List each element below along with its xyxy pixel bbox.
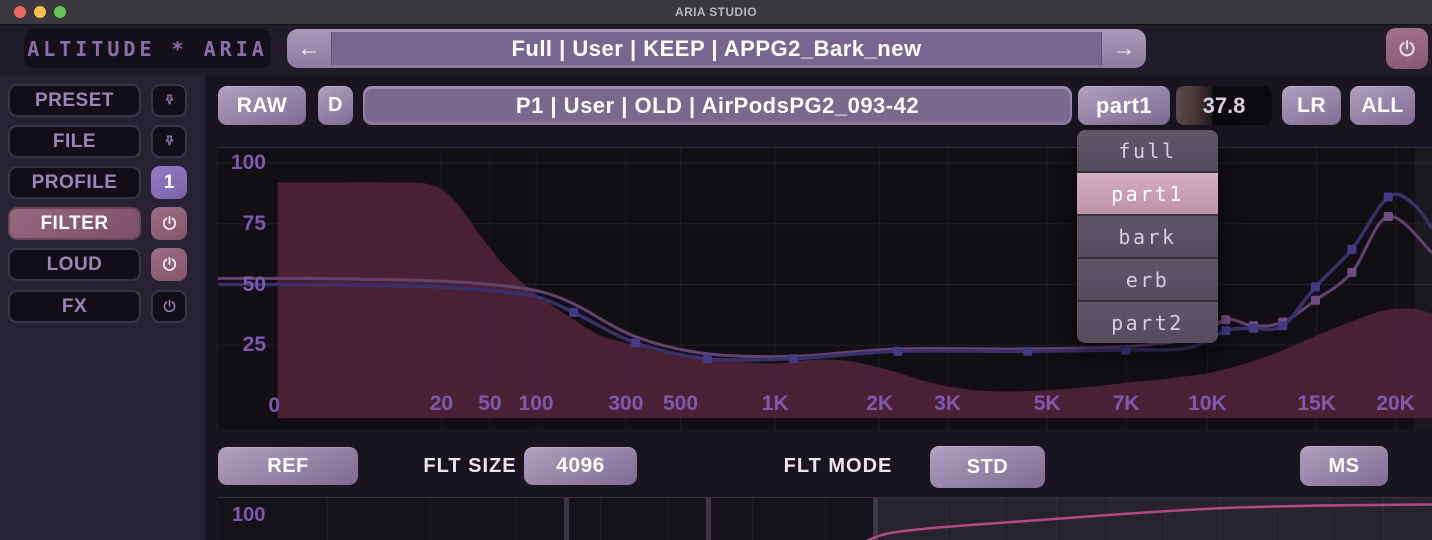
x-tick-label: 2K: [866, 392, 894, 415]
window-title: ARIA STUDIO: [675, 5, 757, 19]
band-divider: [872, 498, 878, 540]
lr-button[interactable]: LR: [1282, 86, 1341, 125]
grid-line: [667, 498, 669, 540]
preset-pin-button[interactable]: [151, 84, 187, 117]
grid-line: [1110, 498, 1112, 540]
y-tick-label: 100: [230, 151, 266, 174]
close-button[interactable]: [14, 6, 26, 18]
app-logo: ALTITUDE * ARIA: [24, 29, 271, 68]
grid-line: [1164, 498, 1166, 540]
power-icon: [163, 299, 175, 313]
preset-name-field[interactable]: Full | User | KEEP | APPG2_Bark_new: [331, 32, 1102, 65]
power-icon: [162, 215, 176, 230]
x-tick-label: 10K: [1188, 392, 1227, 415]
band-divider: [564, 498, 570, 540]
profile-name-field[interactable]: P1 | User | OLD | AirPodsPG2_093-42: [363, 86, 1072, 125]
secondary-chart: 100: [218, 497, 1432, 540]
y-tick-label: 25: [242, 333, 266, 357]
grid-line: [1383, 498, 1385, 540]
y-tick-label: 0: [268, 394, 280, 417]
analyzer-plot: [218, 148, 1432, 429]
dropdown-item-full[interactable]: full: [1077, 130, 1218, 171]
grid-line: [946, 498, 948, 540]
y-tick-label: 75: [242, 211, 266, 235]
grid-line: [1219, 498, 1221, 540]
flt-mode-label: FLT MODE: [783, 454, 893, 477]
dropdown-item-part1[interactable]: part1: [1077, 171, 1218, 214]
header: ALTITUDE * ARIA ← Full | User | KEEP | A…: [0, 25, 1432, 76]
zoom-button[interactable]: [54, 6, 66, 18]
grid-line: [515, 498, 517, 540]
band-weight-value: 37.8: [1202, 92, 1246, 118]
y-tick-label: 50: [242, 272, 266, 296]
preset-back-button[interactable]: ←: [297, 35, 321, 61]
file-pin-button[interactable]: [151, 125, 187, 158]
window-titlebar: ARIA STUDIO: [0, 0, 1432, 25]
sidebar-item-profile[interactable]: PROFILE: [8, 166, 141, 199]
minimize-button[interactable]: [34, 6, 46, 18]
raw-button[interactable]: RAW: [218, 86, 306, 125]
x-tick-label: 15K: [1297, 392, 1336, 415]
power-icon: [1399, 39, 1415, 56]
band-weight-meter-fill: [1176, 86, 1212, 125]
band-dropdown: full part1 bark erb part2: [1077, 130, 1218, 343]
secondary-plot: [865, 503, 1432, 540]
band-weight-field[interactable]: 37.8: [1176, 86, 1272, 125]
ms-button[interactable]: MS: [1300, 446, 1388, 486]
x-tick-label: 500: [663, 392, 699, 415]
analyzer-chart: 100 75 50 25 0 20 50 100 300 500 1K 2K 3K 5K 7K 10K 15K 2…: [218, 147, 1432, 429]
sidebar-item-file[interactable]: FILE: [8, 125, 141, 158]
grid-line: [752, 498, 754, 540]
x-tick-label: 50: [478, 392, 502, 415]
x-tick-label: 7K: [1112, 392, 1140, 415]
ref-button[interactable]: REF: [218, 447, 358, 485]
grid-line: [825, 498, 826, 540]
x-tick-label: 100: [518, 392, 554, 415]
grid-line: [430, 498, 432, 540]
grid-line: [600, 498, 602, 540]
grid-line: [1274, 498, 1276, 540]
x-tick-label: 1K: [761, 392, 789, 415]
flt-size-value-button[interactable]: 4096: [524, 447, 637, 485]
pin-icon: [165, 135, 173, 146]
grid-line: [327, 498, 329, 540]
secondary-chart-ylabel: 100: [232, 504, 266, 526]
sidebar-item-fx[interactable]: FX: [8, 290, 141, 323]
x-tick-label: 3K: [934, 392, 962, 415]
dropdown-item-bark[interactable]: bark: [1077, 214, 1218, 257]
all-button[interactable]: ALL: [1350, 86, 1415, 125]
x-tick-label: 20K: [1376, 392, 1415, 415]
power-icon: [162, 256, 176, 271]
profile-name-text: P1 | User | OLD | AirPodsPG2_093-42: [365, 89, 1070, 122]
sidebar-item-filter[interactable]: FILTER: [8, 207, 141, 240]
dropdown-item-erb[interactable]: erb: [1077, 257, 1218, 300]
sidebar-item-preset[interactable]: PRESET: [8, 84, 141, 117]
master-power-button[interactable]: [1386, 28, 1428, 69]
fx-power-toggle[interactable]: [151, 290, 187, 323]
sidebar-item-loud[interactable]: LOUD: [8, 248, 141, 281]
x-tick-label: 20: [429, 392, 454, 415]
delta-button[interactable]: D: [318, 86, 353, 125]
preset-forward-button[interactable]: →: [1112, 35, 1136, 61]
x-tick-label: 5K: [1033, 392, 1061, 415]
pin-icon: [165, 94, 173, 105]
profile-slot-button[interactable]: 1: [151, 166, 187, 199]
loud-power-toggle[interactable]: [151, 248, 187, 281]
dropdown-item-part2[interactable]: part2: [1077, 300, 1218, 343]
preset-navigator: ← Full | User | KEEP | APPG2_Bark_new →: [287, 29, 1146, 68]
x-tick-label: 300: [608, 392, 644, 415]
filter-power-toggle[interactable]: [151, 207, 187, 240]
grid-line: [1001, 498, 1003, 540]
grid-line: [1328, 498, 1330, 540]
band-select-button[interactable]: part1: [1078, 86, 1170, 125]
flt-size-label: FLT SIZE: [423, 454, 517, 477]
flt-mode-value-button[interactable]: STD: [930, 446, 1045, 488]
band-divider: [706, 498, 712, 540]
